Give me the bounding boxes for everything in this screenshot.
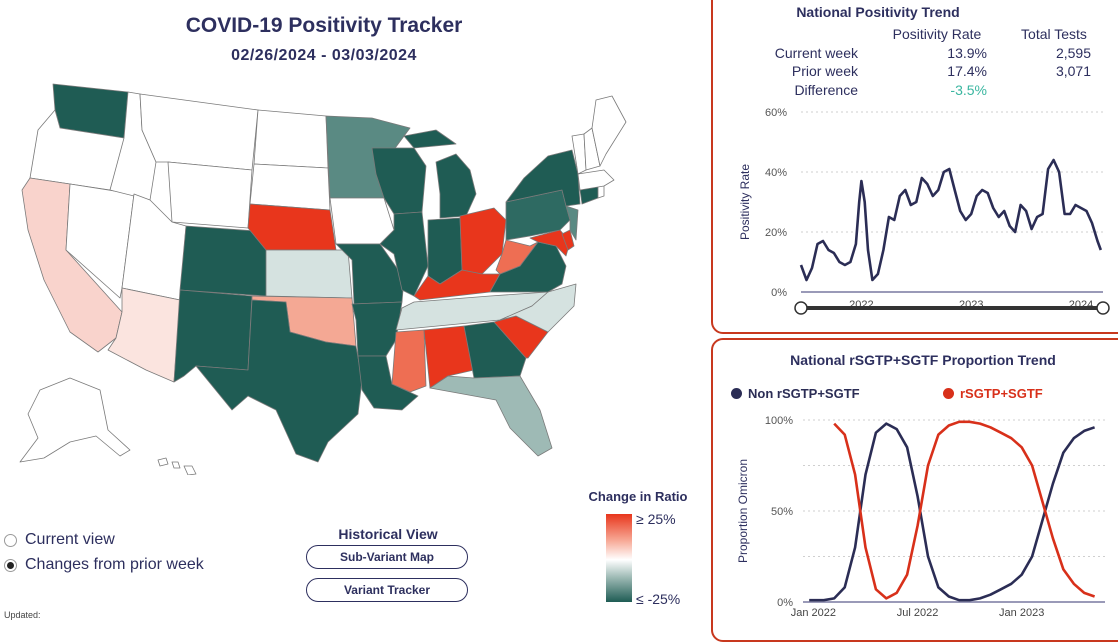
y-tick-label: 0% [771, 287, 787, 299]
state-AL[interactable] [423, 325, 475, 389]
prior-week-rate: 17.4% [947, 63, 987, 79]
difference-rate: -3.5% [950, 82, 987, 98]
positivity-map-section: COVID-19 Positivity Tracker 02/26/2024 -… [4, 14, 688, 620]
legend-label-yes: rSGTP+SGTF [960, 386, 1043, 401]
state-AZ[interactable] [107, 287, 181, 383]
y-tick-label: 40% [765, 167, 787, 179]
state-IL[interactable] [379, 211, 429, 297]
sgtf-proportion-chart: 0% 50% 100% Jan 2022 Jul 2022 Jan 2023 Proport… [736, 415, 1105, 619]
state-ME[interactable] [591, 95, 627, 167]
state-DE[interactable] [561, 229, 575, 251]
y-tick-label: 0% [777, 597, 793, 609]
radio-changes-prior-week[interactable]: Changes from prior week [4, 556, 204, 574]
state-MA[interactable] [577, 169, 615, 191]
sgtf-panel-title: National rSGTP+SGTF Proportion Trend [790, 352, 1056, 368]
state-WV[interactable] [495, 239, 539, 275]
date-range: 02/26/2024 - 03/03/2024 [231, 47, 417, 64]
y-tick-label: 20% [765, 227, 787, 239]
slider-start-handle[interactable] [794, 301, 808, 315]
state-KS[interactable] [265, 249, 353, 299]
legend-title: Change in Ratio [588, 489, 688, 504]
col-header-rate: Positivity Rate [892, 26, 982, 42]
slider-end-handle[interactable] [1096, 301, 1110, 315]
current-week-tests: 2,595 [1055, 45, 1091, 61]
updated-label: Updated: [4, 610, 41, 620]
variant-tracker-button[interactable]: Variant Tracker [306, 578, 468, 602]
state-RI[interactable] [597, 185, 605, 199]
state-NJ[interactable] [565, 205, 579, 241]
state-MI[interactable] [403, 129, 477, 219]
state-IA[interactable] [329, 197, 395, 245]
x-tick-label: Jan 2023 [999, 607, 1044, 619]
legend-dot-non [731, 388, 742, 399]
x-tick-label: Jan 2022 [791, 607, 836, 619]
radio-circle-changes-prior-week[interactable] [4, 558, 17, 572]
col-header-tests: Total Tests [1021, 26, 1087, 42]
page-title: COVID-19 Positivity Tracker [185, 14, 463, 37]
state-WY[interactable] [167, 161, 253, 229]
state-AK[interactable] [19, 377, 131, 463]
non-sgtf-series-line [809, 422, 1096, 602]
state-KY[interactable] [413, 269, 501, 301]
state-NC[interactable] [499, 283, 577, 333]
y-axis-label: Positivity Rate [738, 164, 752, 240]
state-TX[interactable] [195, 299, 363, 463]
x-tick-label: Jul 2022 [897, 607, 939, 619]
radio-label-current-view: Current view [25, 531, 115, 548]
historical-view-title: Historical View [338, 526, 438, 542]
legend-dot-yes [943, 388, 954, 399]
y-axis-label: Proportion Omicron [736, 459, 750, 563]
positivity-series-line [799, 158, 1103, 282]
positivity-panel-title: National Positivity Trend [796, 4, 960, 20]
state-GA[interactable] [463, 321, 527, 379]
row-label-prior-week: Prior week [791, 63, 858, 79]
legend-item-non[interactable]: Non rSGTP+SGTF [731, 386, 860, 401]
radio-current-view[interactable]: Current view [4, 531, 115, 549]
legend-low-label: ≤ -25% [636, 591, 681, 607]
state-MS[interactable] [391, 329, 427, 393]
state-FL[interactable] [429, 375, 553, 457]
us-state-map [19, 83, 627, 475]
row-label-current-week: Current week [774, 45, 858, 61]
radio-circle-current-view[interactable] [4, 533, 17, 547]
legend-color-ramp [606, 514, 632, 602]
state-MT[interactable] [139, 93, 259, 171]
state-ND[interactable] [253, 109, 329, 169]
state-NE[interactable] [247, 203, 337, 251]
y-tick-label: 100% [765, 415, 793, 427]
legend-item-yes[interactable]: rSGTP+SGTF [943, 386, 1043, 401]
y-tick-label: 50% [771, 506, 793, 518]
row-label-difference: Difference [794, 82, 858, 98]
current-week-rate: 13.9% [947, 45, 987, 61]
legend-high-label: ≥ 25% [636, 511, 676, 527]
legend-label-non: Non rSGTP+SGTF [748, 386, 860, 401]
sub-variant-map-button[interactable]: Sub-Variant Map [306, 545, 468, 569]
state-HI[interactable] [157, 457, 197, 475]
state-LA[interactable] [357, 355, 419, 411]
prior-week-tests: 3,071 [1055, 63, 1091, 79]
y-tick-label: 60% [765, 107, 787, 119]
positivity-trend-panel: National Positivity Trend Positivity Rat… [711, 0, 1118, 334]
radio-label-changes-prior-week: Changes from prior week [25, 556, 204, 573]
sgtf-series-line [833, 420, 1096, 600]
state-SD[interactable] [249, 163, 331, 211]
sgtf-proportion-panel: National rSGTP+SGTF Proportion Trend Non… [711, 338, 1118, 642]
